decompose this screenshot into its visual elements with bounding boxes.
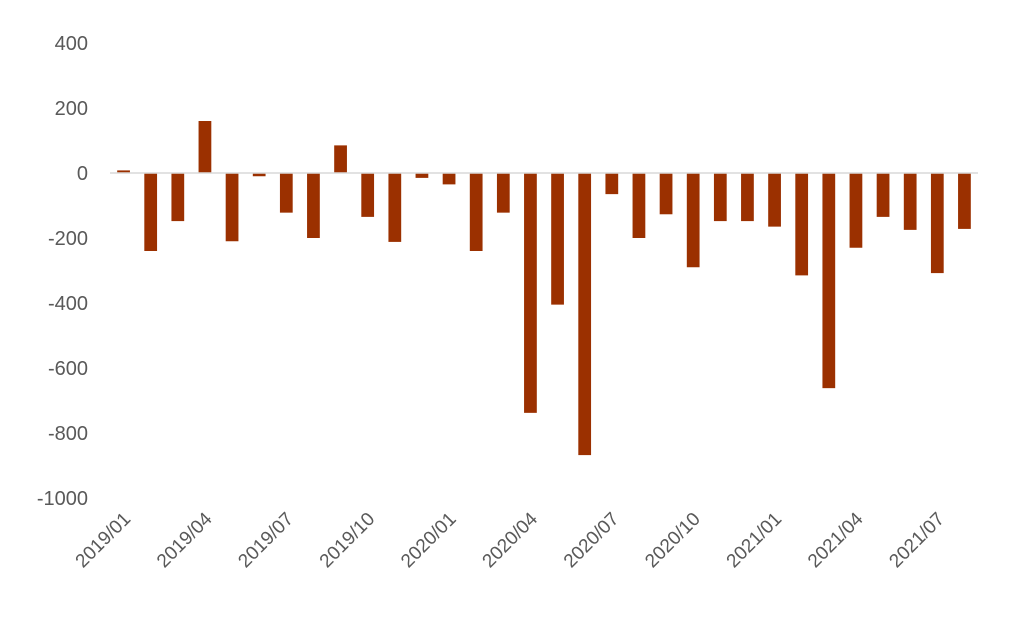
x-tick-label: 2020/10 xyxy=(641,509,704,572)
bar-2021-08 xyxy=(958,173,971,229)
y-tick-label: -800 xyxy=(48,423,88,445)
x-tick-label: 2019/07 xyxy=(234,509,297,572)
bar-2021-06 xyxy=(903,173,917,230)
bar-2019-09 xyxy=(334,145,347,174)
bar-2020-04 xyxy=(524,173,537,413)
bar-2020-02 xyxy=(469,173,483,251)
x-axis-ticks: 2019/01 2019/04 2019/07 2019/10 2020/01 2020/… xyxy=(72,508,949,572)
bar-2021-05 xyxy=(876,173,890,217)
bar-2021-07 xyxy=(930,173,944,274)
bar-2019-02 xyxy=(144,173,158,251)
bar-2020-08 xyxy=(632,173,646,238)
bar-2020-05 xyxy=(551,173,564,305)
bar-2021-02 xyxy=(795,173,809,276)
x-tick-label: 2020/07 xyxy=(560,509,623,572)
bar-2019-10 xyxy=(361,173,375,217)
bar-2019-01 xyxy=(117,170,130,173)
x-tick-label: 2019/04 xyxy=(153,508,217,572)
y-tick-label: -200 xyxy=(48,228,88,250)
y-axis-ticks: 400 200 0 -200 -400 -600 -800 -1000 xyxy=(37,33,88,510)
x-tick-label: 2020/01 xyxy=(397,509,460,572)
y-tick-label: -1000 xyxy=(37,488,88,510)
bar-2020-11 xyxy=(713,173,727,222)
bar-2019-08 xyxy=(307,173,320,238)
bar-2020-03 xyxy=(496,173,510,213)
bar-2020-01 xyxy=(442,173,456,185)
x-tick-label: 2020/04 xyxy=(479,508,543,572)
bar-2019-12 xyxy=(415,173,429,178)
bar-2020-07 xyxy=(605,173,619,195)
x-tick-label: 2021/01 xyxy=(723,509,786,572)
bar-2021-03 xyxy=(822,173,836,389)
y-tick-label: -400 xyxy=(48,293,88,315)
bar-2020-09 xyxy=(659,173,673,215)
bar-2019-03 xyxy=(171,173,185,222)
bar-2019-11 xyxy=(388,173,402,242)
bar-2020-06 xyxy=(578,173,592,456)
bar-2019-06 xyxy=(252,173,266,177)
x-tick-label: 2019/01 xyxy=(72,509,135,572)
bar-2021-01 xyxy=(768,173,781,227)
bar-2020-10 xyxy=(686,173,700,268)
bar-2020-12 xyxy=(741,173,754,222)
x-tick-label: 2021/07 xyxy=(885,509,948,572)
bar-2021-04 xyxy=(849,173,863,248)
y-tick-label: 200 xyxy=(55,98,88,120)
y-tick-label: -600 xyxy=(48,358,88,380)
bar-2019-07 xyxy=(279,173,293,213)
bar-2019-05 xyxy=(225,173,239,242)
bars xyxy=(117,121,971,456)
y-tick-label: 400 xyxy=(55,33,88,55)
x-tick-label: 2019/10 xyxy=(316,509,379,572)
y-tick-label: 0 xyxy=(77,163,88,185)
x-tick-label: 2021/04 xyxy=(804,508,868,572)
bar-2019-04 xyxy=(198,121,212,173)
